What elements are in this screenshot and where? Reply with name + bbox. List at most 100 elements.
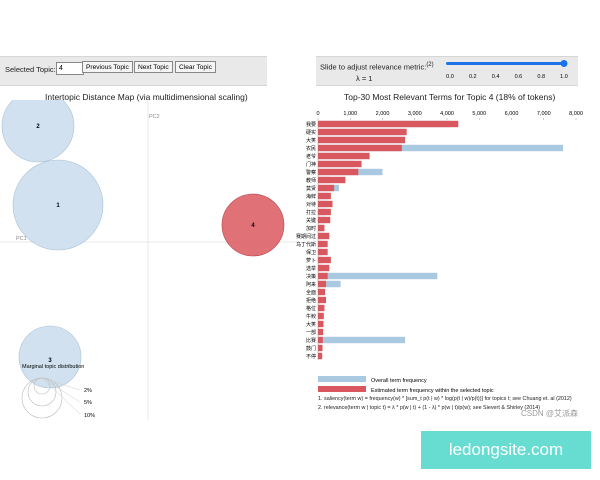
bar-estimated[interactable] — [318, 120, 459, 128]
bar-estimated[interactable] — [318, 304, 325, 312]
slider-tick-label: 0.0 — [446, 74, 454, 80]
previous-topic-button[interactable]: Previous Topic — [82, 61, 133, 73]
term-label[interactable]: 农民 — [306, 145, 316, 152]
slider-thumb[interactable] — [560, 60, 568, 67]
relevance-label: Slide to adjust relevance metric:(2) — [320, 62, 434, 72]
term-label[interactable]: 保卫 — [306, 249, 316, 256]
term-label[interactable]: 牛鲛 — [306, 313, 316, 320]
term-label[interactable]: 萝卜 — [306, 257, 316, 264]
term-label[interactable]: 我要 — [306, 121, 316, 128]
bar-overall[interactable] — [318, 280, 341, 288]
bar-estimated[interactable] — [318, 264, 330, 272]
slider-track[interactable] — [446, 62, 564, 65]
term-label[interactable]: 赛期间过 — [296, 233, 316, 240]
bar-estimated[interactable] — [318, 160, 362, 168]
relevance-slider[interactable]: 0.0 0.2 0.4 0.6 0.8 1.0 — [316, 57, 578, 85]
bar-overall[interactable] — [318, 336, 406, 344]
bar-estimated[interactable] — [318, 344, 323, 352]
term-label[interactable]: 拒绝 — [306, 297, 316, 304]
term-label[interactable]: 一部 — [306, 329, 316, 336]
bar-estimated[interactable] — [318, 192, 331, 200]
term-label[interactable]: 打拉 — [306, 209, 316, 216]
bar-estimated[interactable] — [318, 208, 331, 216]
bar-estimated[interactable] — [318, 352, 323, 360]
bar-estimated[interactable] — [318, 152, 370, 160]
relevance-note: (2) — [426, 62, 434, 68]
bar-estimated[interactable] — [318, 136, 406, 144]
term-label[interactable]: 老爷 — [306, 153, 316, 160]
term-label[interactable]: 全面 — [306, 289, 316, 296]
relevance-control-bar: Slide to adjust relevance metric:(2) λ =… — [316, 56, 578, 86]
topic-circle-1[interactable] — [12, 159, 104, 251]
site-watermark-text: ledongsite.com — [448, 440, 564, 459]
marginal-size-legend: 2% 5% 10% — [21, 377, 95, 419]
term-label[interactable]: 格位 — [306, 305, 316, 312]
term-label[interactable]: 大笑 — [306, 321, 316, 328]
bar-estimated[interactable] — [318, 240, 328, 248]
topic-control-bar: Selected Topic: Previous Topic Next Topi… — [0, 56, 267, 86]
selected-topic-label: Selected Topic: — [5, 65, 56, 74]
bar-estimated[interactable] — [318, 200, 333, 208]
term-label[interactable]: 对待 — [306, 201, 316, 208]
bar-estimated[interactable] — [318, 232, 330, 240]
slider-tick-label: 1.0 — [560, 74, 568, 80]
x-tick-label: 7,000 — [537, 111, 551, 117]
bar-estimated[interactable] — [318, 336, 323, 344]
bar-estimated[interactable] — [318, 320, 324, 328]
topic-label-2: 2 — [36, 124, 40, 130]
term-label[interactable]: 阿来 — [306, 281, 316, 288]
footnote-saliency: 1. saliency(term w) = frequency(w) * [su… — [318, 396, 572, 402]
bar-estimated[interactable] — [318, 296, 327, 304]
pc1-label: PC1 — [16, 236, 27, 242]
term-label[interactable]: 选举 — [306, 265, 316, 272]
term-label[interactable]: 莫贤 — [306, 185, 316, 192]
term-label[interactable]: 门神 — [306, 161, 316, 168]
top-terms-bar-chart[interactable]: 0 1,000 2,000 3,000 4,000 5,000 6,000 7,000 8,00… — [290, 104, 590, 370]
term-label[interactable]: 关键 — [306, 217, 316, 224]
marginal-label-2pct: 2% — [84, 388, 92, 394]
next-topic-button[interactable]: Next Topic — [134, 61, 173, 73]
bar-estimated[interactable] — [318, 280, 327, 288]
selected-topic-input[interactable] — [56, 62, 84, 75]
term-label[interactable]: 大笑 — [306, 137, 316, 144]
term-label[interactable]: 海鲜 — [306, 193, 316, 200]
term-label[interactable]: 警察 — [306, 169, 316, 176]
bar-estimated[interactable] — [318, 312, 324, 320]
term-label[interactable]: 乌丁代斯 — [296, 241, 316, 248]
bar-estimated[interactable] — [318, 256, 331, 264]
bar-overall[interactable] — [318, 272, 438, 280]
bar-estimated[interactable] — [318, 288, 326, 296]
term-label[interactable]: 决策 — [306, 273, 316, 280]
bar-estimated[interactable] — [318, 128, 407, 136]
topic-circle-4[interactable] — [221, 193, 285, 257]
bar-estimated[interactable] — [318, 328, 324, 336]
bar-estimated[interactable] — [318, 184, 335, 192]
term-label[interactable]: 不停 — [306, 353, 316, 360]
legend-estimated-label: Estimated term frequency within the sele… — [371, 388, 494, 394]
topic-circle-2[interactable] — [1, 100, 75, 163]
bar-estimated[interactable] — [318, 176, 346, 184]
topic-label-3: 3 — [48, 358, 52, 364]
bar-estimated[interactable] — [318, 224, 325, 232]
chart-title: Top-30 Most Relevant Terms for Topic 4 (… — [344, 92, 556, 102]
bar-estimated[interactable] — [318, 248, 328, 256]
bar-estimated[interactable] — [318, 168, 359, 176]
intertopic-map[interactable]: PC2 PC1 2 1 4 3 Marginal topic distribut… — [0, 100, 300, 430]
relevance-label-text: Slide to adjust relevance metric: — [320, 62, 427, 72]
term-label[interactable]: 教师 — [306, 177, 316, 184]
term-label[interactable]: 加时 — [306, 225, 316, 232]
bar-overall[interactable] — [318, 144, 564, 152]
bar-estimated[interactable] — [318, 144, 402, 152]
bar-estimated[interactable] — [318, 216, 331, 224]
x-tick-label: 1,000 — [343, 111, 357, 117]
x-tick-label: 2,000 — [376, 111, 390, 117]
legend-overall-label: Overall term frequency — [371, 378, 427, 384]
term-label[interactable]: 鼓门 — [306, 345, 316, 352]
term-label[interactable]: 硬实 — [306, 129, 316, 136]
topic-circle-3[interactable] — [18, 325, 82, 389]
term-label[interactable]: 比赛 — [306, 337, 316, 344]
slider-tick-label: 0.6 — [515, 74, 523, 80]
bar-estimated[interactable] — [318, 272, 328, 280]
clear-topic-button[interactable]: Clear Topic — [175, 61, 216, 73]
legend-estimated-swatch — [318, 386, 366, 392]
